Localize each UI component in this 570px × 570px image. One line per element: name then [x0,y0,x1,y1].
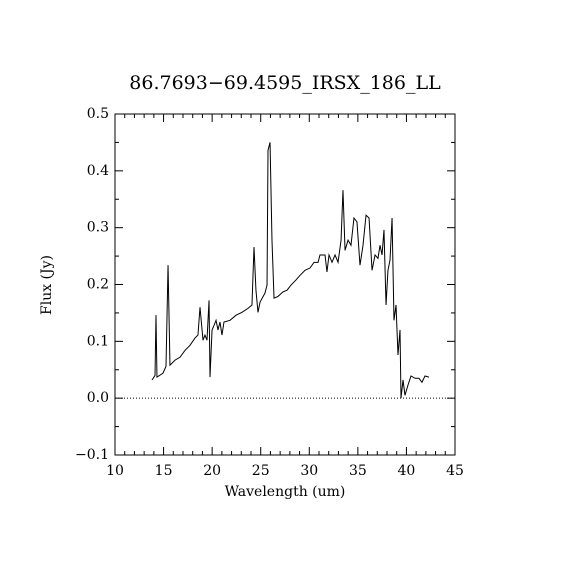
x-tick-label: 25 [252,463,270,479]
chart-title: 86.7693−69.4595_IRSX_186_LL [129,72,441,94]
x-tick-label: 10 [106,463,124,479]
y-tick-label: −0.1 [75,447,109,463]
plot-frame [114,113,456,456]
y-tick-label: 0.5 [87,106,109,122]
y-tick-label: 0.0 [87,390,109,406]
spectrum-line [151,142,430,399]
x-tick-label: 15 [155,463,173,479]
y-tick-label: 0.4 [87,163,109,179]
x-axis-label: Wavelength (um) [225,484,346,500]
x-tick-label: 40 [398,463,416,479]
y-tick-label: 0.2 [87,277,109,293]
x-tick-label: 45 [446,463,464,479]
x-tick-label: 30 [300,463,318,479]
x-tick-label: 35 [349,463,367,479]
y-axis-label: Flux (Jy) [39,255,55,315]
y-tick-label: 0.1 [87,333,109,349]
x-tick-label: 20 [203,463,221,479]
y-tick-label: 0.3 [87,220,109,236]
